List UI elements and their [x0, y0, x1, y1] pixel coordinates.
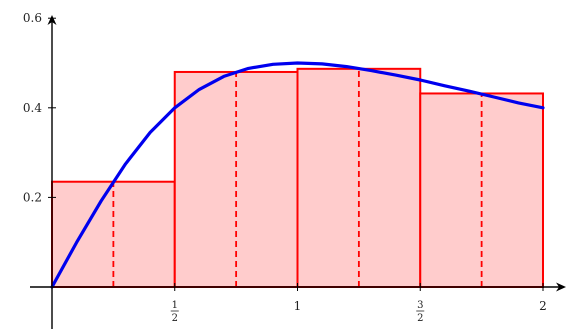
- x-tick-denominator-3: 2: [417, 313, 423, 324]
- x-tick-fraction-1: 12: [170, 300, 179, 324]
- y-tick-label-2: 0.4: [23, 101, 42, 115]
- x-tick-denominator-1: 2: [172, 313, 178, 324]
- x-tick-label-4: 2: [539, 299, 547, 313]
- y-tick-label-3: 0.6: [23, 11, 42, 25]
- x-tick-numerator-1: 1: [172, 300, 178, 311]
- y-axis-arrow-icon: [47, 15, 57, 25]
- x-axis-arrow-icon: [556, 282, 566, 292]
- x-tick-numerator-3: 3: [417, 300, 423, 311]
- function-curve: [50, 61, 545, 289]
- midpoint-lines-group: [112, 68, 483, 287]
- x-tick-fraction-3: 32: [416, 300, 425, 324]
- bars-group: [51, 67, 544, 288]
- x-tick-label-2: 1: [294, 299, 302, 313]
- axes-group: [30, 15, 566, 329]
- y-tick-label-1: 0.2: [23, 190, 42, 204]
